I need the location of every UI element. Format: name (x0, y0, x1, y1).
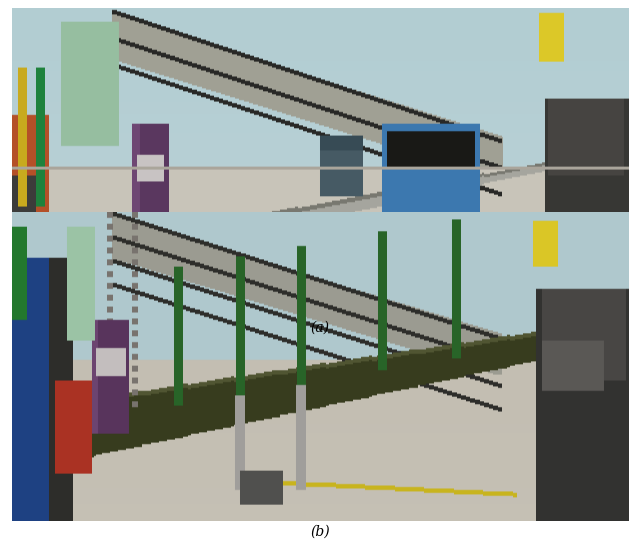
Text: (a): (a) (310, 320, 330, 335)
Text: (b): (b) (310, 525, 330, 539)
